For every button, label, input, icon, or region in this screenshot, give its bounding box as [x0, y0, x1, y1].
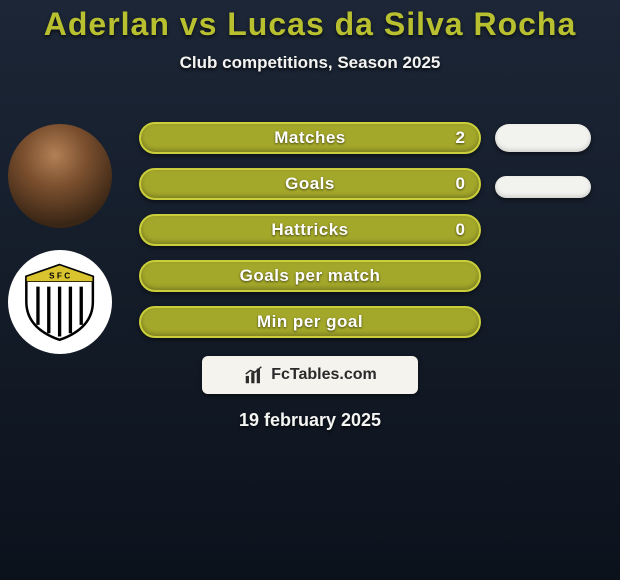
- player-avatar: [8, 124, 112, 228]
- stat-row: Matches 2: [139, 122, 481, 154]
- branding-text: FcTables.com: [271, 366, 377, 384]
- comparison-pill: [495, 124, 591, 152]
- pill-slot: [495, 220, 605, 242]
- pill-slot: [495, 176, 605, 198]
- pill-slot: [495, 308, 605, 330]
- pill-slot: [495, 124, 605, 152]
- club-badge: S F C: [8, 250, 112, 354]
- subtitle: Club competitions, Season 2025: [0, 53, 620, 73]
- date-text: 19 february 2025: [239, 410, 381, 431]
- stat-row: Hattricks 0: [139, 214, 481, 246]
- comparison-pill: [495, 176, 591, 198]
- stat-value: 0: [456, 174, 465, 194]
- stat-label: Matches: [274, 128, 346, 148]
- avatar-column: S F C: [8, 124, 118, 354]
- chart-icon: [243, 364, 265, 386]
- stat-row: Goals 0: [139, 168, 481, 200]
- stat-label: Hattricks: [271, 220, 348, 240]
- stat-label: Goals per match: [240, 266, 381, 286]
- pills-column: [495, 122, 605, 330]
- stat-label: Min per goal: [257, 312, 363, 332]
- branding-badge: FcTables.com: [202, 356, 418, 394]
- stat-label: Goals: [285, 174, 335, 194]
- page-title: Aderlan vs Lucas da Silva Rocha: [0, 0, 620, 43]
- club-crest-icon: S F C: [18, 260, 101, 343]
- pill-slot: [495, 264, 605, 286]
- stat-row: Min per goal: [139, 306, 481, 338]
- stats-column: Matches 2 Goals 0 Hattricks 0 Goals per match M…: [139, 122, 481, 338]
- svg-text:S F C: S F C: [49, 271, 70, 281]
- stat-value: 2: [456, 128, 465, 148]
- stat-row: Goals per match: [139, 260, 481, 292]
- content-root: Aderlan vs Lucas da Silva Rocha Club com…: [0, 0, 620, 580]
- stat-value: 0: [456, 220, 465, 240]
